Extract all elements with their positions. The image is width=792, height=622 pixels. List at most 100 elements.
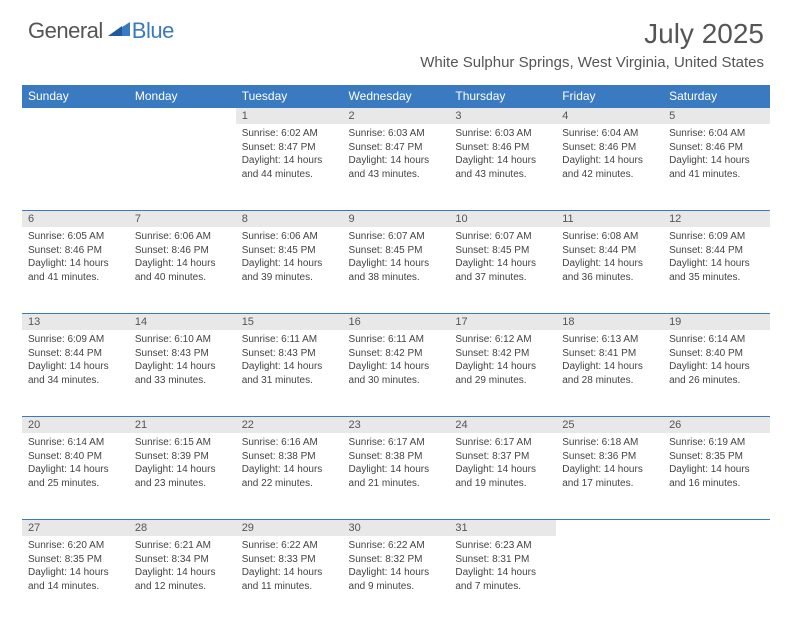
calendar-cell: Sunrise: 6:22 AMSunset: 8:33 PMDaylight:… xyxy=(236,536,343,622)
sunrise-text: Sunrise: 6:19 AM xyxy=(669,436,764,450)
calendar-cell: Sunrise: 6:07 AMSunset: 8:45 PMDaylight:… xyxy=(343,227,450,313)
day-number: 5 xyxy=(663,107,770,124)
sunset-text: Sunset: 8:36 PM xyxy=(562,450,657,464)
weekday-header: Wednesday xyxy=(343,85,450,107)
day-number: 22 xyxy=(236,416,343,433)
calendar-cell: Sunrise: 6:17 AMSunset: 8:37 PMDaylight:… xyxy=(449,433,556,519)
weekday-header: Tuesday xyxy=(236,85,343,107)
sunset-text: Sunset: 8:44 PM xyxy=(562,244,657,258)
daylight-text: Daylight: 14 hours and 7 minutes. xyxy=(455,566,550,593)
sunset-text: Sunset: 8:44 PM xyxy=(669,244,764,258)
sunset-text: Sunset: 8:37 PM xyxy=(455,450,550,464)
daylight-text: Daylight: 14 hours and 29 minutes. xyxy=(455,360,550,387)
weekday-header: Monday xyxy=(129,85,236,107)
sunrise-text: Sunrise: 6:14 AM xyxy=(28,436,123,450)
day-number xyxy=(22,107,129,124)
day-number: 6 xyxy=(22,210,129,227)
day-number: 10 xyxy=(449,210,556,227)
logo-triangle-icon xyxy=(108,20,130,41)
sunset-text: Sunset: 8:44 PM xyxy=(28,347,123,361)
day-number xyxy=(556,519,663,536)
title-block: July 2025 White Sulphur Springs, West Vi… xyxy=(420,18,764,71)
weekday-header: Friday xyxy=(556,85,663,107)
day-number: 11 xyxy=(556,210,663,227)
calendar-cell: Sunrise: 6:14 AMSunset: 8:40 PMDaylight:… xyxy=(663,330,770,416)
sunrise-text: Sunrise: 6:02 AM xyxy=(242,127,337,141)
daylight-text: Daylight: 14 hours and 37 minutes. xyxy=(455,257,550,284)
day-number: 7 xyxy=(129,210,236,227)
sunrise-text: Sunrise: 6:12 AM xyxy=(455,333,550,347)
sunset-text: Sunset: 8:41 PM xyxy=(562,347,657,361)
day-number: 24 xyxy=(449,416,556,433)
day-number: 28 xyxy=(129,519,236,536)
sunrise-text: Sunrise: 6:11 AM xyxy=(242,333,337,347)
sunrise-text: Sunrise: 6:09 AM xyxy=(669,230,764,244)
sunset-text: Sunset: 8:31 PM xyxy=(455,553,550,567)
sunset-text: Sunset: 8:43 PM xyxy=(242,347,337,361)
daylight-text: Daylight: 14 hours and 42 minutes. xyxy=(562,154,657,181)
day-number: 27 xyxy=(22,519,129,536)
day-number: 30 xyxy=(343,519,450,536)
daylight-text: Daylight: 14 hours and 44 minutes. xyxy=(242,154,337,181)
daylight-text: Daylight: 14 hours and 38 minutes. xyxy=(349,257,444,284)
day-number: 19 xyxy=(663,313,770,330)
calendar-cell: Sunrise: 6:06 AMSunset: 8:46 PMDaylight:… xyxy=(129,227,236,313)
calendar-cell: Sunrise: 6:11 AMSunset: 8:42 PMDaylight:… xyxy=(343,330,450,416)
sunrise-text: Sunrise: 6:07 AM xyxy=(455,230,550,244)
calendar-cell: Sunrise: 6:03 AMSunset: 8:47 PMDaylight:… xyxy=(343,124,450,210)
day-number: 3 xyxy=(449,107,556,124)
sunrise-text: Sunrise: 6:09 AM xyxy=(28,333,123,347)
daylight-text: Daylight: 14 hours and 31 minutes. xyxy=(242,360,337,387)
sunrise-text: Sunrise: 6:04 AM xyxy=(562,127,657,141)
day-number: 13 xyxy=(22,313,129,330)
day-number: 2 xyxy=(343,107,450,124)
weekday-header: Sunday xyxy=(22,85,129,107)
sunset-text: Sunset: 8:43 PM xyxy=(135,347,230,361)
sunset-text: Sunset: 8:35 PM xyxy=(28,553,123,567)
calendar-cell: Sunrise: 6:08 AMSunset: 8:44 PMDaylight:… xyxy=(556,227,663,313)
calendar-cell: Sunrise: 6:20 AMSunset: 8:35 PMDaylight:… xyxy=(22,536,129,622)
calendar-cell: Sunrise: 6:07 AMSunset: 8:45 PMDaylight:… xyxy=(449,227,556,313)
sunset-text: Sunset: 8:46 PM xyxy=(135,244,230,258)
location-subtitle: White Sulphur Springs, West Virginia, Un… xyxy=(420,54,764,71)
sunset-text: Sunset: 8:38 PM xyxy=(349,450,444,464)
calendar-header-row: SundayMondayTuesdayWednesdayThursdayFrid… xyxy=(22,85,770,107)
sunset-text: Sunset: 8:45 PM xyxy=(349,244,444,258)
daylight-text: Daylight: 14 hours and 43 minutes. xyxy=(455,154,550,181)
calendar-cell: Sunrise: 6:21 AMSunset: 8:34 PMDaylight:… xyxy=(129,536,236,622)
calendar-cell: Sunrise: 6:06 AMSunset: 8:45 PMDaylight:… xyxy=(236,227,343,313)
sunrise-text: Sunrise: 6:03 AM xyxy=(455,127,550,141)
daylight-text: Daylight: 14 hours and 34 minutes. xyxy=(28,360,123,387)
sunrise-text: Sunrise: 6:05 AM xyxy=(28,230,123,244)
sunrise-text: Sunrise: 6:07 AM xyxy=(349,230,444,244)
logo-text-general: General xyxy=(28,18,103,44)
calendar-cell: Sunrise: 6:05 AMSunset: 8:46 PMDaylight:… xyxy=(22,227,129,313)
sunset-text: Sunset: 8:46 PM xyxy=(669,141,764,155)
daylight-text: Daylight: 14 hours and 19 minutes. xyxy=(455,463,550,490)
calendar-cell xyxy=(556,536,663,622)
calendar-cell: Sunrise: 6:23 AMSunset: 8:31 PMDaylight:… xyxy=(449,536,556,622)
sunset-text: Sunset: 8:39 PM xyxy=(135,450,230,464)
day-number xyxy=(663,519,770,536)
sunset-text: Sunset: 8:47 PM xyxy=(349,141,444,155)
header: General Blue July 2025 White Sulphur Spr… xyxy=(0,0,792,75)
calendar-cell: Sunrise: 6:03 AMSunset: 8:46 PMDaylight:… xyxy=(449,124,556,210)
sunrise-text: Sunrise: 6:14 AM xyxy=(669,333,764,347)
day-number: 9 xyxy=(343,210,450,227)
day-number: 26 xyxy=(663,416,770,433)
calendar-cell xyxy=(22,124,129,210)
sunset-text: Sunset: 8:32 PM xyxy=(349,553,444,567)
day-number: 18 xyxy=(556,313,663,330)
sunset-text: Sunset: 8:46 PM xyxy=(455,141,550,155)
day-number: 16 xyxy=(343,313,450,330)
day-number: 29 xyxy=(236,519,343,536)
day-number: 8 xyxy=(236,210,343,227)
daylight-text: Daylight: 14 hours and 41 minutes. xyxy=(28,257,123,284)
day-number: 25 xyxy=(556,416,663,433)
sunrise-text: Sunrise: 6:20 AM xyxy=(28,539,123,553)
calendar-table: SundayMondayTuesdayWednesdayThursdayFrid… xyxy=(22,85,770,622)
sunrise-text: Sunrise: 6:18 AM xyxy=(562,436,657,450)
calendar-cell: Sunrise: 6:17 AMSunset: 8:38 PMDaylight:… xyxy=(343,433,450,519)
daylight-text: Daylight: 14 hours and 40 minutes. xyxy=(135,257,230,284)
calendar-cell: Sunrise: 6:11 AMSunset: 8:43 PMDaylight:… xyxy=(236,330,343,416)
